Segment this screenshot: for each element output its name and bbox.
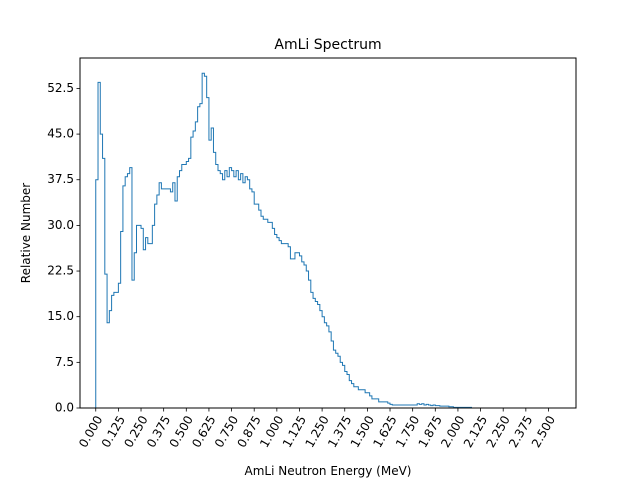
y-tick-label: 22.5 <box>47 264 74 278</box>
y-tick-label: 52.5 <box>47 81 74 95</box>
y-tick-label: 45.0 <box>47 127 74 141</box>
y-tick-label: 30.0 <box>47 218 74 232</box>
y-tick-label: 7.5 <box>55 355 74 369</box>
plot-area <box>80 58 576 408</box>
chart-title: AmLi Spectrum <box>274 37 381 53</box>
y-tick-label: 37.5 <box>47 172 74 186</box>
series-layer <box>95 72 544 409</box>
series-step-line-0 <box>95 72 544 409</box>
y-tick-layer: 0.0 7.5 15.0 22.5 30.0 37.5 45.0 52.5 <box>47 81 80 415</box>
y-tick-label: 15.0 <box>47 309 74 323</box>
plot-frame <box>79 57 577 409</box>
y-axis-label: Relative Number <box>19 183 33 283</box>
x-axis-label: AmLi Neutron Energy (MeV) <box>245 464 412 478</box>
y-tick-label: 0.0 <box>55 401 74 415</box>
